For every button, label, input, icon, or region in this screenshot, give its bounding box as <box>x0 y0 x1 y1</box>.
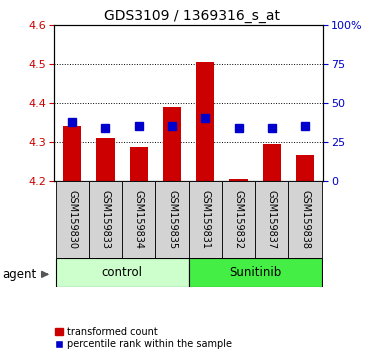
Bar <box>156 181 189 258</box>
Text: agent: agent <box>2 268 36 281</box>
Bar <box>89 181 122 258</box>
Bar <box>55 258 189 287</box>
Bar <box>288 181 322 258</box>
Bar <box>96 138 115 181</box>
Legend: transformed count, percentile rank within the sample: transformed count, percentile rank withi… <box>55 327 232 349</box>
Bar <box>229 179 248 181</box>
Text: GSM159838: GSM159838 <box>300 190 310 249</box>
Text: GSM159837: GSM159837 <box>267 190 277 249</box>
Text: GSM159832: GSM159832 <box>234 190 244 249</box>
Text: Sunitinib: Sunitinib <box>229 266 281 279</box>
Bar <box>63 126 81 181</box>
Text: GSM159830: GSM159830 <box>67 190 77 249</box>
Text: GSM159831: GSM159831 <box>200 190 210 249</box>
Bar <box>189 181 222 258</box>
Bar <box>296 155 314 181</box>
Text: GDS3109 / 1369316_s_at: GDS3109 / 1369316_s_at <box>104 9 281 23</box>
Bar <box>222 181 255 258</box>
Bar <box>163 107 181 181</box>
Bar <box>255 181 288 258</box>
Bar <box>263 144 281 181</box>
Text: GSM159834: GSM159834 <box>134 190 144 249</box>
Bar <box>122 181 156 258</box>
Text: GSM159833: GSM159833 <box>100 190 110 249</box>
Bar <box>55 181 89 258</box>
Text: control: control <box>102 266 142 279</box>
Bar <box>196 62 214 181</box>
Text: GSM159835: GSM159835 <box>167 190 177 249</box>
Bar <box>130 148 148 181</box>
Bar <box>189 258 322 287</box>
